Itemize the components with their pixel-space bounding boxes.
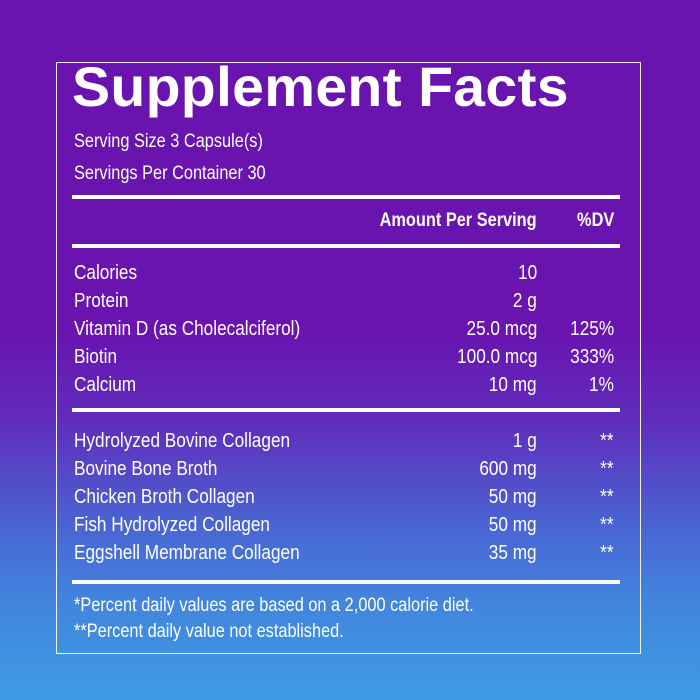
column-header-amount: Amount Per Serving bbox=[379, 210, 537, 231]
nutrient-name: Vitamin D (as Cholecalciferol) bbox=[74, 318, 301, 340]
ingredient-amount: 1 g bbox=[513, 430, 537, 452]
ingredient-amount: 50 mg bbox=[489, 486, 537, 508]
ingredient-amount: 35 mg bbox=[489, 542, 537, 564]
nutrient-dv: 1% bbox=[589, 374, 614, 396]
nutrient-amount: 100.0 mcg bbox=[456, 346, 537, 368]
ingredient-amount: 600 mg bbox=[479, 458, 537, 480]
ingredient-row: Bovine Bone Broth 600 mg ** bbox=[0, 455, 700, 483]
nutrient-name: Calcium bbox=[74, 374, 137, 396]
nutrient-amount: 25.0 mcg bbox=[466, 318, 537, 340]
ingredient-row: Fish Hydrolyzed Collagen 50 mg ** bbox=[0, 511, 700, 539]
divider bbox=[72, 244, 620, 248]
ingredient-dv: ** bbox=[600, 430, 614, 452]
nutrient-amount: 10 bbox=[517, 262, 537, 284]
ingredient-name: Chicken Broth Collagen bbox=[74, 486, 255, 508]
serving-size: Serving Size 3 Capsule(s) bbox=[74, 131, 263, 152]
ingredient-name: Bovine Bone Broth bbox=[74, 458, 218, 480]
panel-title: Supplement Facts bbox=[72, 55, 569, 118]
ingredient-name: Eggshell Membrane Collagen bbox=[74, 542, 300, 564]
divider bbox=[72, 408, 620, 412]
ingredient-row: Eggshell Membrane Collagen 35 mg ** bbox=[0, 539, 700, 567]
nutrient-name: Calories bbox=[74, 262, 138, 284]
ingredient-dv: ** bbox=[600, 458, 614, 480]
column-header-dv: %DV bbox=[576, 210, 614, 231]
nutrient-name: Protein bbox=[74, 290, 129, 312]
servings-per-container: Servings Per Container 30 bbox=[74, 163, 266, 184]
footnote-not-established: **Percent daily value not established. bbox=[74, 621, 344, 642]
nutrient-name: Biotin bbox=[74, 346, 118, 368]
ingredient-dv: ** bbox=[600, 542, 614, 564]
supplement-facts-panel bbox=[56, 62, 641, 654]
nutrient-dv: 333% bbox=[570, 346, 614, 368]
nutrient-row: Calories 10 bbox=[0, 259, 700, 287]
divider bbox=[72, 195, 620, 199]
ingredient-name: Fish Hydrolyzed Collagen bbox=[74, 514, 270, 536]
nutrient-row: Protein 2 g bbox=[0, 287, 700, 315]
ingredient-row: Hydrolyzed Bovine Collagen 1 g ** bbox=[0, 427, 700, 455]
ingredient-amount: 50 mg bbox=[489, 514, 537, 536]
nutrient-amount: 2 g bbox=[513, 290, 537, 312]
divider bbox=[72, 580, 620, 584]
ingredient-dv: ** bbox=[600, 514, 614, 536]
nutrient-row: Biotin 100.0 mcg 333% bbox=[0, 343, 700, 371]
nutrient-dv: 125% bbox=[570, 318, 614, 340]
nutrient-row: Vitamin D (as Cholecalciferol) 25.0 mcg … bbox=[0, 315, 700, 343]
nutrient-row: Calcium 10 mg 1% bbox=[0, 371, 700, 399]
footnote-daily-values: *Percent daily values are based on a 2,0… bbox=[74, 595, 474, 616]
ingredient-name: Hydrolyzed Bovine Collagen bbox=[74, 430, 291, 452]
ingredient-row: Chicken Broth Collagen 50 mg ** bbox=[0, 483, 700, 511]
nutrient-amount: 10 mg bbox=[489, 374, 537, 396]
ingredient-dv: ** bbox=[600, 486, 614, 508]
